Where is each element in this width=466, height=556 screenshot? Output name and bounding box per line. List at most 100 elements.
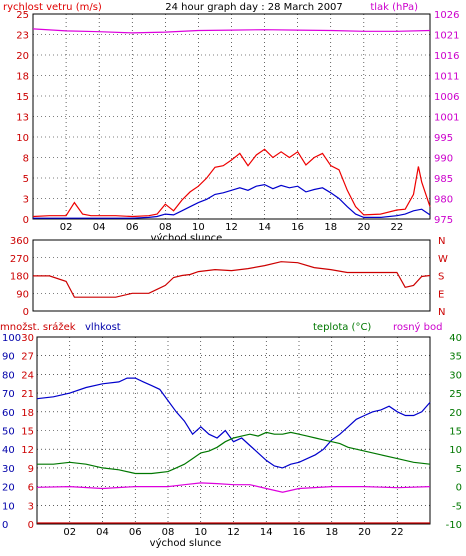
- y-humidity-tick-label: 40: [2, 445, 15, 456]
- y-left-tick-label: 10: [16, 133, 29, 144]
- y-rain-tick-label: 30: [21, 333, 34, 344]
- y-humidity-tick-label: 30: [2, 464, 15, 475]
- plot-frame: [32, 239, 431, 312]
- y-temperature-tick-label: 35: [449, 352, 462, 363]
- x-tick-label: 06: [129, 527, 142, 538]
- x-tick-label: 20: [357, 222, 370, 233]
- y-right-tick-label: 995: [434, 133, 453, 144]
- y-left-tick-label: 180: [10, 272, 29, 283]
- y-humidity-tick-label: 70: [2, 389, 15, 400]
- x-tick-label: 22: [391, 222, 404, 233]
- y-left-tick-label: 3: [23, 195, 29, 206]
- y-rain-tick-label: 0: [28, 520, 34, 531]
- y-left-tick-label: 0: [23, 215, 29, 226]
- y-rain-tick-label: 15: [21, 427, 34, 438]
- x-tick-label: 10: [192, 222, 205, 233]
- y-left-tick-label: 0: [23, 307, 29, 318]
- y-temperature-tick-label: 10: [449, 445, 462, 456]
- y-temperature-tick-label: 20: [449, 408, 462, 419]
- y-temperature-tick-label: 0: [456, 483, 462, 494]
- y-rain-tick-label: 6: [28, 483, 34, 494]
- y-left-tick-label: 18: [16, 72, 29, 83]
- rain-label: množst. srážek: [0, 321, 76, 333]
- compass-label: N: [438, 236, 445, 247]
- y-temperature-tick-label: 40: [449, 333, 462, 344]
- y-left-tick-label: 20: [16, 51, 29, 62]
- y-temperature-tick-label: -5: [452, 501, 462, 512]
- y-temperature-tick-label: 30: [449, 370, 462, 381]
- dew-point-label: rosný bod: [393, 321, 442, 333]
- y-humidity-tick-label: 60: [2, 408, 15, 419]
- y-left-tick-label: 23: [16, 31, 29, 42]
- pressure-label: tlak (hPa): [370, 2, 418, 13]
- y-right-tick-label: 1026: [434, 10, 459, 21]
- y-right-tick-label: 985: [434, 174, 453, 185]
- x-tick-label: 20: [358, 527, 371, 538]
- y-rain-tick-label: 24: [21, 370, 34, 381]
- y-left-tick-label: 15: [16, 92, 29, 103]
- y-rain-tick-label: 27: [21, 352, 34, 363]
- y-right-tick-label: 980: [434, 195, 453, 206]
- y-left-tick-label: 25: [16, 10, 29, 21]
- y-right-tick-label: 1021: [434, 31, 459, 42]
- y-right-tick-label: 1011: [434, 72, 459, 83]
- wind-speed-label: rychlost vetru (m/s): [3, 2, 102, 13]
- y-rain-tick-label: 21: [21, 389, 34, 400]
- y-left-tick-label: 90: [16, 289, 29, 300]
- y-rain-tick-label: 9: [28, 464, 34, 475]
- x-tick-label: 04: [93, 222, 106, 233]
- x-tick-label: 10: [194, 527, 207, 538]
- y-humidity-tick-label: 50: [2, 427, 15, 438]
- plot-frame: [32, 13, 431, 220]
- wind-speed-line: [33, 183, 431, 219]
- humidity-label: vlhkost: [85, 322, 121, 333]
- compass-label: S: [438, 272, 444, 283]
- y-humidity-tick-label: 0: [2, 520, 8, 531]
- x-tick-label: 12: [227, 527, 240, 538]
- x-tick-label: 08: [162, 527, 175, 538]
- humidity-line: [36, 377, 431, 469]
- y-temperature-tick-label: 25: [449, 389, 462, 400]
- dew-point-line: [36, 482, 431, 493]
- compass-label: E: [438, 289, 444, 300]
- pressure-line: [32, 28, 431, 34]
- compass-label: N: [438, 307, 445, 318]
- x-tick-label: 02: [63, 527, 76, 538]
- x-tick-label: 16: [293, 527, 306, 538]
- y-humidity-tick-label: 90: [2, 352, 15, 363]
- y-temperature-tick-label: 5: [456, 464, 462, 475]
- y-left-tick-label: 360: [10, 236, 29, 247]
- y-right-tick-label: 1001: [434, 113, 459, 124]
- y-rain-tick-label: 3: [28, 501, 34, 512]
- sunrise-note: východ slunce: [150, 537, 222, 549]
- x-tick-label: 08: [159, 222, 172, 233]
- x-tick-label: 02: [60, 222, 73, 233]
- y-humidity-tick-label: 100: [2, 333, 21, 344]
- x-tick-label: 14: [260, 527, 273, 538]
- y-left-tick-label: 8: [23, 154, 29, 165]
- y-humidity-tick-label: 20: [2, 483, 15, 494]
- wind-direction-line: [33, 261, 431, 298]
- temperature-label: teplota (°C): [313, 322, 371, 333]
- x-tick-label: 04: [96, 527, 109, 538]
- y-right-tick-label: 1006: [434, 92, 459, 103]
- x-tick-label: 18: [325, 527, 338, 538]
- x-tick-label: 14: [258, 222, 271, 233]
- y-left-tick-label: 5: [23, 174, 29, 185]
- y-right-tick-label: 975: [434, 215, 453, 226]
- y-humidity-tick-label: 80: [2, 370, 15, 381]
- x-tick-label: 16: [291, 222, 304, 233]
- x-tick-label: 22: [391, 527, 404, 538]
- y-right-tick-label: 1016: [434, 51, 459, 62]
- wind-gust-line: [32, 148, 431, 218]
- y-temperature-tick-label: -10: [446, 520, 462, 531]
- graph-title: 24 hour graph day : 28 March 2007: [165, 2, 343, 13]
- temperature-line: [37, 431, 431, 475]
- x-tick-label: 12: [225, 222, 238, 233]
- y-temperature-tick-label: 15: [449, 427, 462, 438]
- y-rain-tick-label: 18: [21, 408, 34, 419]
